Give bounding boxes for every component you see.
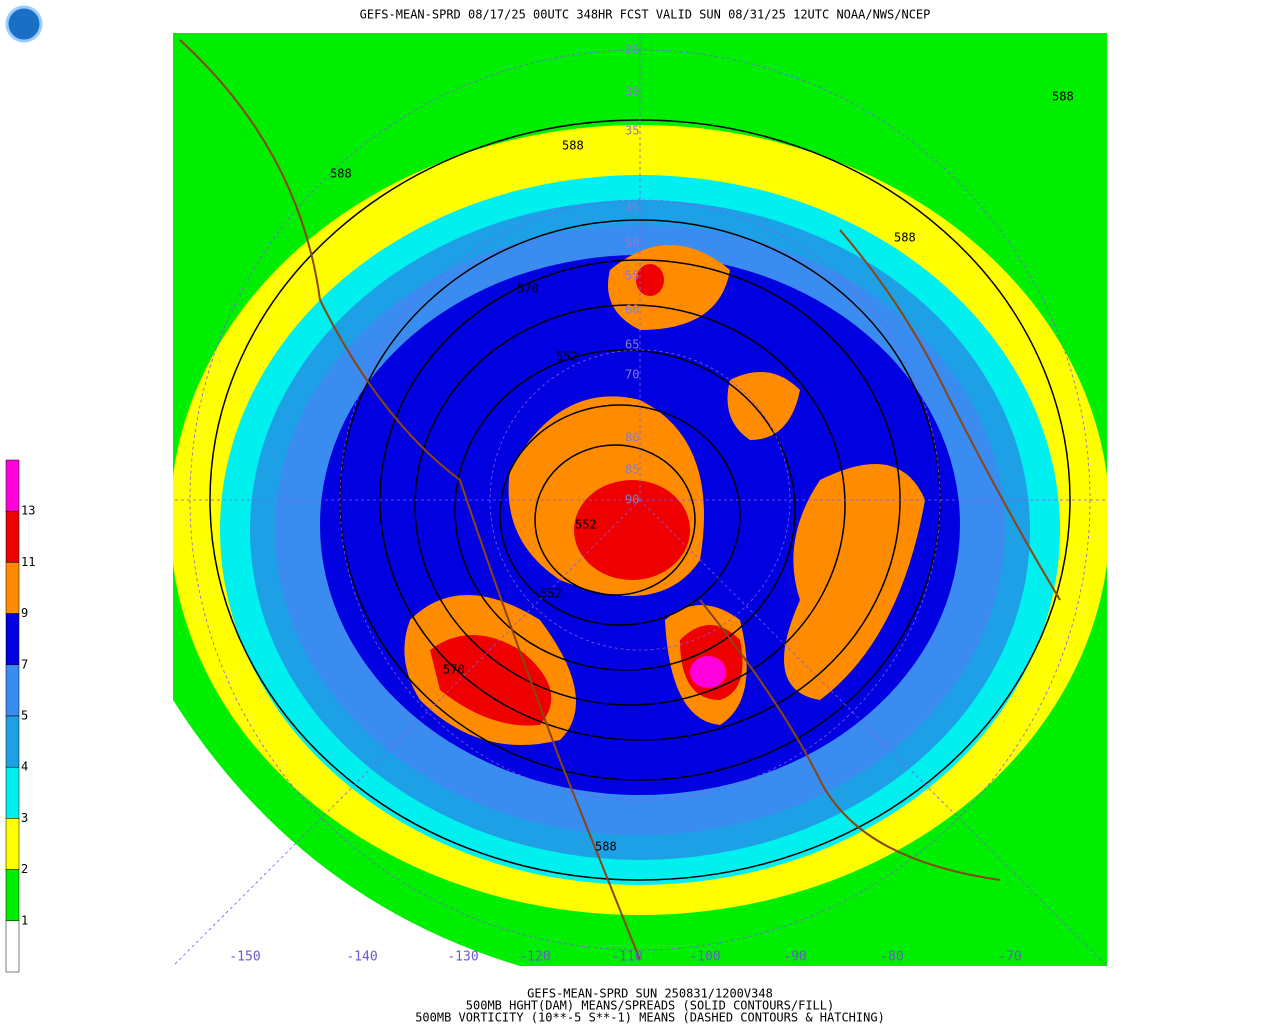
contour-label: 570	[517, 282, 539, 296]
legend-swatch	[5, 766, 20, 819]
lat-label: 65	[625, 338, 639, 352]
footer-line: GEFS-MEAN-SPRD SUN 250831/1200V348	[527, 987, 773, 1001]
lon-labels: -150 -140 -130 -120 -110 -100 -90 -80 -70	[229, 950, 1021, 965]
lon-label: -150	[229, 950, 260, 965]
lon-label: -100	[689, 950, 720, 965]
lat-label: 85	[625, 463, 639, 477]
lat-label: 25	[625, 43, 639, 57]
contour-label: 588	[595, 840, 617, 854]
legend-label: 7	[21, 657, 28, 671]
lat-labels: 25 30 35 45 50 55 60 65 70 80 85 90	[625, 43, 639, 507]
map: 588 588 588 570 552 552 570 588 588 552 …	[173, 33, 1107, 966]
legend-label: 1	[21, 913, 28, 927]
legend-label: 5	[21, 709, 28, 723]
lon-label: -120	[519, 950, 550, 965]
lon-label: -140	[346, 950, 377, 965]
lat-label: 80	[625, 431, 639, 445]
lat-label: 45	[625, 201, 639, 215]
noaa-logo	[5, 5, 43, 43]
legend-label: 9	[21, 606, 28, 620]
lon-label: -90	[783, 950, 806, 965]
legend-label: 13	[21, 504, 35, 518]
lat-label: 50	[625, 236, 639, 250]
legend-swatch	[5, 869, 20, 922]
title: GEFS-MEAN-SPRD 08/17/25 00UTC 348HR FCST…	[360, 8, 931, 22]
lat-label: 70	[625, 368, 639, 382]
lon-label: -110	[611, 950, 642, 965]
legend-swatch	[5, 664, 20, 717]
legend-swatch	[5, 715, 20, 768]
contour-label: 588	[330, 167, 352, 181]
lat-label: 35	[625, 124, 639, 138]
contour-label: 588	[1052, 90, 1074, 104]
legend-label: 2	[21, 862, 28, 876]
contour-label: 588	[562, 139, 584, 153]
footer-line: 500MB VORTICITY (10**-5 S**-1) MEANS (DA…	[415, 1011, 885, 1025]
legend-label: 11	[21, 555, 35, 569]
contour-label: 552	[540, 587, 562, 601]
lat-label: 55	[625, 269, 639, 283]
legend-swatch	[5, 510, 20, 563]
legend-swatch	[5, 562, 20, 614]
contour-label: 588	[894, 231, 916, 245]
legend-label: 3	[21, 811, 28, 825]
lat-label: 60	[625, 303, 639, 317]
lat-label: 90	[625, 493, 639, 507]
legend-label: 4	[21, 760, 28, 774]
contour-label: 552	[575, 518, 597, 532]
legend-swatch	[5, 459, 20, 512]
legend-swatch	[5, 613, 20, 666]
lon-label: -130	[447, 950, 478, 965]
footer-line: 500MB HGHT(DAM) MEANS/SPREADS (SOLID CON…	[466, 999, 834, 1013]
contour-label: 570	[443, 663, 465, 677]
legend-swatch	[5, 920, 20, 973]
contour-label: 552	[556, 350, 578, 364]
lon-label: -70	[998, 950, 1021, 965]
lon-label: -80	[880, 950, 903, 965]
legend: 13 11 9 7 5 4 3 2 1	[5, 459, 35, 973]
lat-label: 30	[625, 85, 639, 99]
legend-swatch	[5, 818, 20, 870]
